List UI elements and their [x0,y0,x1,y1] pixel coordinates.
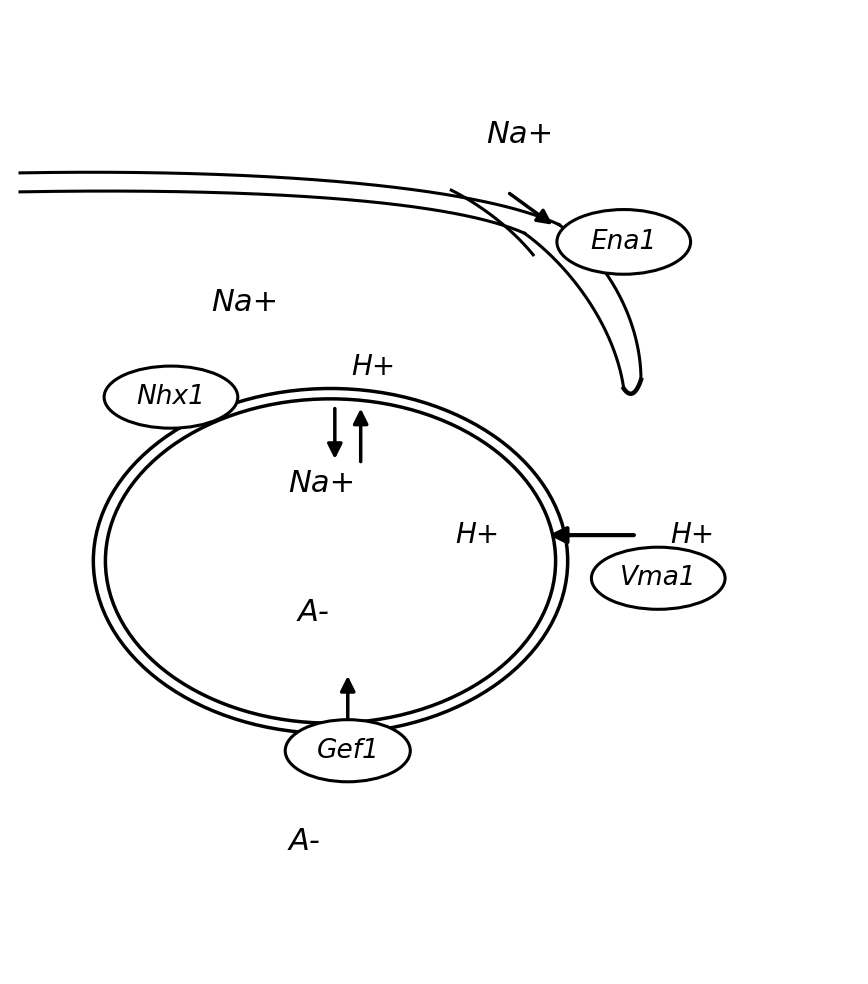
Ellipse shape [104,366,238,428]
Text: H+: H+ [352,353,396,381]
Text: A-: A- [298,598,329,627]
Ellipse shape [286,719,411,781]
Text: Na+: Na+ [288,468,355,498]
Text: H+: H+ [455,522,499,549]
Text: Gef1: Gef1 [316,738,379,764]
Ellipse shape [591,547,725,609]
Text: Na+: Na+ [211,287,278,317]
Text: Ena1: Ena1 [590,229,657,255]
Text: H+: H+ [671,522,714,549]
Text: Vma1: Vma1 [620,565,696,591]
Text: Na+: Na+ [487,120,554,149]
Text: Nhx1: Nhx1 [136,384,206,410]
Ellipse shape [557,210,691,275]
Text: A-: A- [289,827,320,856]
